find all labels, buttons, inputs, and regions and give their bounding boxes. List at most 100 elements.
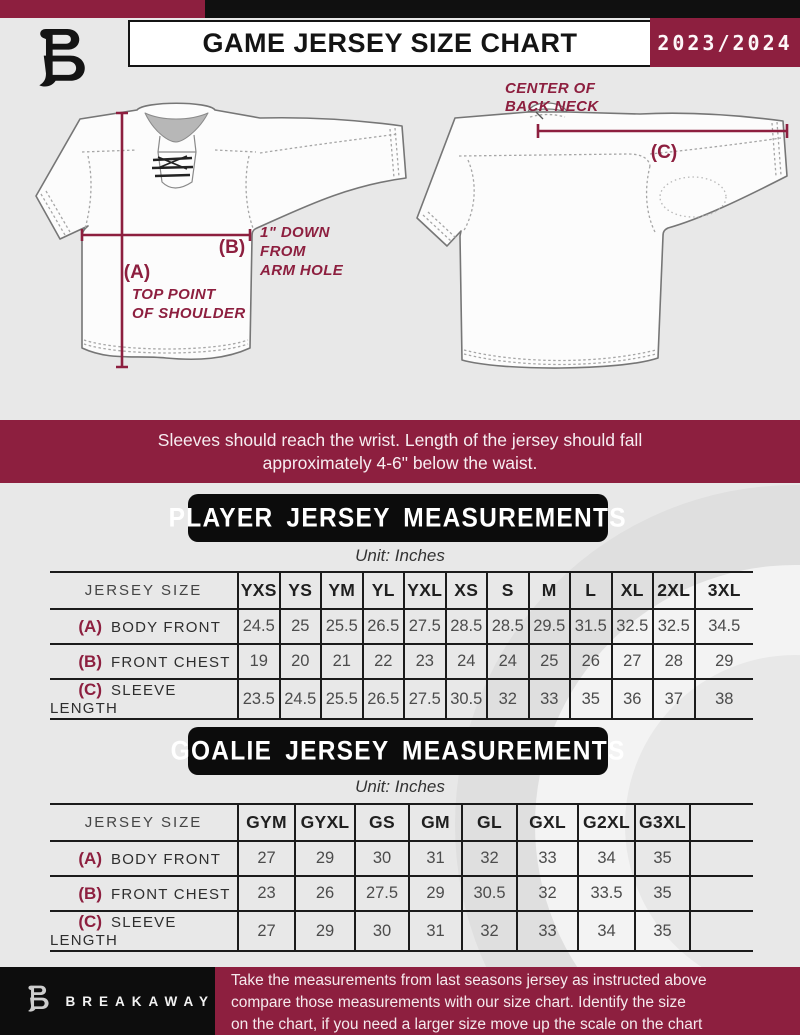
- value-cell: 29: [294, 911, 355, 951]
- row-key: (B): [78, 883, 102, 903]
- size-column-header: XL: [610, 572, 653, 609]
- value-cell: 33.5: [577, 876, 635, 911]
- note-shoulder-line2: OF SHOULDER: [132, 305, 246, 322]
- player-size-table-wrap: JERSEY SIZE YXS YS YM YL YXL XS S M L XL 2XL 3XL (A) B…: [50, 571, 753, 720]
- footer-line1: Take the measurements from last seasons …: [231, 972, 707, 989]
- empty-header-cell: [689, 804, 753, 841]
- empty-cell: [689, 841, 753, 876]
- note-center-back-line2: BACK NECK: [505, 98, 599, 115]
- header-strip-black: [205, 0, 800, 18]
- value-cell: 19: [237, 644, 280, 679]
- note-armhole-line3: ARM HOLE: [259, 262, 344, 279]
- neck-pointer-line: [535, 111, 544, 120]
- size-column-header: YM: [320, 572, 363, 609]
- footer-instructions: Take the measurements from last seasons …: [215, 967, 800, 1035]
- size-column-header: YXS: [237, 572, 280, 609]
- row-label: FRONT CHEST: [111, 885, 231, 903]
- value-cell: 25: [527, 644, 570, 679]
- fit-notice-banner: Sleeves should reach the wrist. Length o…: [0, 420, 800, 483]
- measurement-label-cell: (C) SLEEVE LENGTH: [50, 679, 238, 719]
- value-cell: 30: [354, 911, 409, 951]
- row-label: BODY FRONT: [111, 618, 222, 636]
- value-cell: 26: [569, 644, 612, 679]
- row-label: SLEEVE LENGTH: [50, 914, 177, 949]
- front-jersey-laces: [151, 155, 194, 178]
- empty-cell: [689, 876, 753, 911]
- value-cell: 38: [693, 679, 753, 719]
- measurement-line-b: [80, 229, 252, 241]
- measurement-line-a: [116, 111, 128, 369]
- value-cell: 30.5: [444, 679, 487, 719]
- value-cell: 30: [354, 841, 409, 876]
- value-cell: 35: [634, 876, 690, 911]
- value-cell: 33: [527, 679, 570, 719]
- row-label: BODY FRONT: [111, 850, 222, 868]
- value-cell: 24.5: [237, 609, 280, 644]
- size-column-header: YXL: [403, 572, 446, 609]
- size-column-header: GL: [461, 804, 517, 841]
- jersey-size-corner-label: JERSEY SIZE: [84, 582, 203, 599]
- measurement-row: (A) BODY FRONT 24.5 25 25.5 26.5 27.5 28.5 28.5 2…: [50, 609, 753, 644]
- size-column-header: S: [486, 572, 529, 609]
- jersey-size-corner-label: JERSEY SIZE: [84, 814, 203, 831]
- row-key: (A): [78, 616, 102, 636]
- value-cell: 24: [444, 644, 487, 679]
- value-cell: 29: [693, 644, 753, 679]
- value-cell: 23.5: [237, 679, 280, 719]
- value-cell: 27: [237, 841, 295, 876]
- value-cell: 31.5: [569, 609, 612, 644]
- player-unit-label: Unit: Inches: [355, 546, 445, 565]
- value-cell: 29: [294, 841, 355, 876]
- size-column-header: 3XL: [693, 572, 753, 609]
- measurement-lines: [80, 111, 789, 369]
- value-cell: 33: [516, 911, 578, 951]
- value-cell: 28.5: [444, 609, 487, 644]
- header-strip-maroon: [0, 0, 205, 18]
- note-armhole-line1: 1" DOWN: [260, 224, 331, 241]
- note-shoulder-line1: TOP POINT: [132, 286, 217, 303]
- value-cell: 22: [361, 644, 404, 679]
- measurement-row: (C) SLEEVE LENGTH 23.5 24.5 25.5 26.5 27.5 30.5…: [50, 679, 753, 719]
- measurement-row: (B) FRONT CHEST 23 26 27.5 29 30.5 32 33.5 35: [50, 876, 753, 911]
- measurement-row: (A) BODY FRONT 27 29 30 31 32 33 34 35: [50, 841, 753, 876]
- value-cell: 27: [237, 911, 295, 951]
- value-cell: 32: [486, 679, 529, 719]
- size-column-header: M: [527, 572, 570, 609]
- value-cell: 35: [569, 679, 612, 719]
- footer-line2: compare those measurements with our size…: [231, 994, 686, 1011]
- value-cell: 28.5: [486, 609, 529, 644]
- row-key: (C): [78, 680, 102, 699]
- size-column-header: G2XL: [577, 804, 635, 841]
- measurement-row: (C) SLEEVE LENGTH 27 29 30 31 32 33 34 35: [50, 911, 753, 951]
- row-key: (B): [78, 651, 102, 671]
- value-cell: 20: [278, 644, 321, 679]
- row-key: (C): [78, 912, 102, 931]
- value-cell: 35: [634, 911, 690, 951]
- size-column-header: L: [569, 572, 612, 609]
- value-cell: 21: [320, 644, 363, 679]
- measurement-line-c: [536, 124, 789, 138]
- empty-cell: [689, 911, 753, 951]
- value-cell: 23: [403, 644, 446, 679]
- value-cell: 34: [577, 911, 635, 951]
- page-title: GAME JERSEY SIZE CHART: [202, 28, 578, 58]
- value-cell: 27.5: [354, 876, 409, 911]
- footer-line3: on the chart, if you need a larger size …: [231, 1016, 703, 1033]
- value-cell: 31: [408, 911, 462, 951]
- footer-breakaway-logo: [28, 985, 49, 1012]
- value-cell: 35: [634, 841, 690, 876]
- back-jersey-seams: [422, 113, 782, 366]
- value-cell: 24: [486, 644, 529, 679]
- fit-notice-line1: Sleeves should reach the wrist. Length o…: [157, 430, 643, 450]
- size-header-row: JERSEY SIZE GYM GYXL GS GM GL GXL G2XL G3XL: [50, 804, 753, 841]
- goalie-unit-label: Unit: Inches: [355, 777, 445, 796]
- value-cell: 27.5: [403, 609, 446, 644]
- value-cell: 23: [237, 876, 295, 911]
- value-cell: 30.5: [461, 876, 517, 911]
- size-column-header: YS: [278, 572, 321, 609]
- goalie-size-table: JERSEY SIZE GYM GYXL GS GM GL GXL G2XL G3XL (A) BO…: [50, 803, 753, 952]
- note-armhole-line2: FROM: [260, 243, 306, 260]
- value-cell: 27.5: [403, 679, 446, 719]
- season-text: 2023/2024: [657, 30, 793, 55]
- value-cell: 34.5: [693, 609, 753, 644]
